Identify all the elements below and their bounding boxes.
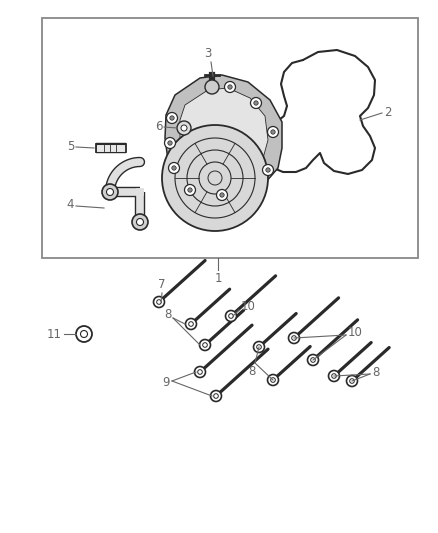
Circle shape	[257, 345, 261, 349]
Circle shape	[188, 188, 192, 192]
Circle shape	[170, 116, 174, 120]
Circle shape	[137, 219, 144, 225]
Circle shape	[168, 141, 172, 145]
Text: 11: 11	[47, 327, 62, 341]
Text: 5: 5	[67, 140, 74, 152]
Circle shape	[268, 375, 279, 385]
Circle shape	[153, 296, 165, 308]
Circle shape	[162, 125, 268, 231]
Text: 4: 4	[67, 198, 74, 212]
Circle shape	[289, 333, 300, 343]
Circle shape	[229, 314, 233, 318]
Circle shape	[186, 319, 197, 329]
Circle shape	[271, 378, 276, 382]
Text: 2: 2	[384, 106, 392, 118]
Circle shape	[169, 163, 180, 174]
Circle shape	[350, 378, 354, 383]
Circle shape	[76, 326, 92, 342]
Circle shape	[166, 112, 177, 124]
Text: 8: 8	[165, 309, 172, 321]
Text: 10: 10	[241, 301, 256, 313]
Text: 6: 6	[155, 119, 163, 133]
Text: 9: 9	[162, 376, 170, 389]
Text: 1: 1	[214, 272, 222, 285]
Circle shape	[251, 98, 261, 109]
Circle shape	[214, 394, 218, 398]
Text: 3: 3	[204, 47, 212, 60]
Circle shape	[292, 336, 297, 340]
Circle shape	[106, 189, 113, 196]
Circle shape	[199, 340, 211, 351]
Circle shape	[181, 125, 187, 131]
Circle shape	[172, 166, 176, 170]
Circle shape	[262, 165, 273, 175]
Circle shape	[220, 193, 224, 197]
Circle shape	[189, 322, 193, 326]
Text: 8: 8	[248, 365, 256, 378]
Circle shape	[177, 121, 191, 135]
Circle shape	[332, 374, 336, 378]
Polygon shape	[180, 88, 268, 183]
Text: 10: 10	[348, 327, 363, 340]
Text: 8: 8	[372, 366, 379, 378]
Circle shape	[346, 376, 357, 386]
Circle shape	[81, 330, 88, 337]
Circle shape	[311, 358, 315, 362]
Circle shape	[157, 300, 161, 304]
Circle shape	[268, 126, 279, 138]
Circle shape	[211, 391, 222, 401]
Circle shape	[102, 184, 118, 200]
Polygon shape	[165, 75, 282, 196]
Circle shape	[198, 370, 202, 374]
Circle shape	[254, 342, 265, 352]
Circle shape	[266, 168, 270, 172]
Circle shape	[203, 343, 207, 348]
Circle shape	[226, 311, 237, 321]
Text: 7: 7	[158, 278, 166, 291]
Circle shape	[194, 367, 205, 377]
Circle shape	[205, 80, 219, 94]
Circle shape	[328, 370, 339, 382]
Circle shape	[228, 85, 232, 89]
Bar	[42, 18, 418, 258]
Circle shape	[254, 101, 258, 105]
Circle shape	[271, 130, 275, 134]
Circle shape	[307, 354, 318, 366]
Circle shape	[184, 184, 195, 196]
Circle shape	[216, 190, 227, 200]
Circle shape	[132, 214, 148, 230]
Circle shape	[225, 82, 236, 93]
Circle shape	[165, 138, 176, 149]
